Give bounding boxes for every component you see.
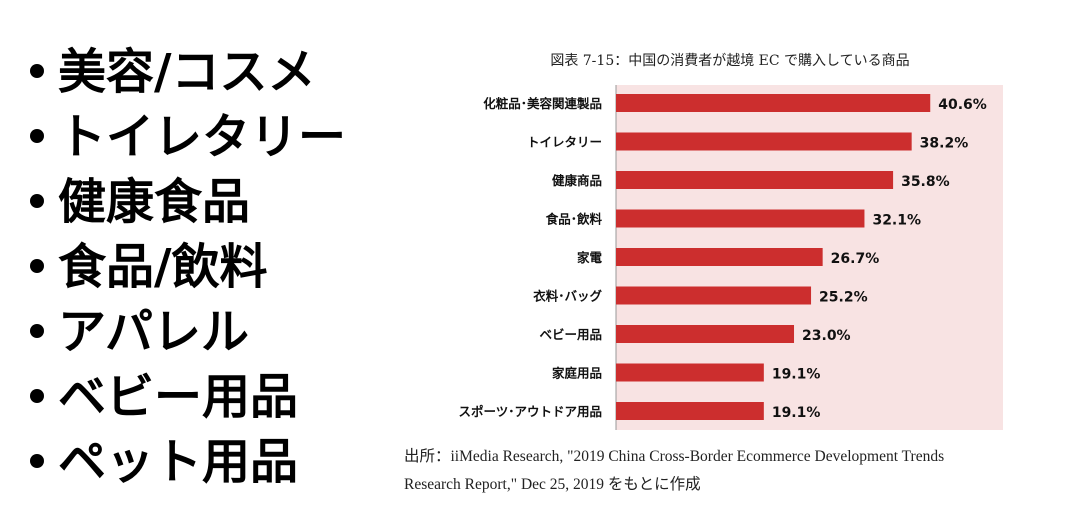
bullet-icon — [30, 389, 44, 403]
bar — [616, 248, 823, 266]
category-label: ベビー用品 — [539, 327, 602, 342]
bar — [616, 94, 931, 112]
bullet-text: トイレタリー — [58, 109, 347, 165]
bullet-text: 美容/コスメ — [58, 44, 316, 100]
bar — [616, 209, 865, 228]
bar — [616, 171, 894, 189]
bullet-text: 健康食品 — [58, 174, 251, 230]
bullet-icon — [30, 129, 44, 143]
bullet-list: 美容/コスメ トイレタリー 健康食品 食品/飲料 アパレル ベビー用品 ペット用… — [30, 40, 346, 495]
bar — [616, 363, 764, 382]
bullet-text: アパレル — [58, 304, 250, 360]
source-note: 出所：iiMedia Research, "2019 China Cross-B… — [404, 443, 1064, 499]
bullet-item: ベビー用品 — [30, 365, 346, 430]
category-label: 家電 — [577, 250, 603, 265]
bullet-text: ベビー用品 — [58, 369, 299, 425]
data-label: 25.2% — [819, 290, 868, 306]
data-label: 23.0% — [802, 328, 851, 344]
bullet-text: 食品/飲料 — [58, 239, 268, 295]
bullet-text: ペット用品 — [58, 434, 299, 490]
category-label: 衣料･バッグ — [533, 289, 602, 304]
data-label: 19.1% — [772, 405, 821, 421]
category-label: 食品･飲料 — [545, 212, 603, 227]
data-label: 32.1% — [872, 213, 921, 229]
bar — [616, 132, 912, 151]
bar — [616, 402, 764, 420]
data-label: 40.6% — [938, 97, 987, 113]
data-label: 35.8% — [901, 174, 950, 190]
bullet-item: トイレタリー — [30, 105, 346, 170]
bullet-item: 食品/飲料 — [30, 235, 346, 300]
bullet-icon — [30, 324, 44, 338]
category-label: 健康商品 — [552, 173, 602, 188]
bar — [616, 286, 812, 305]
bullet-icon — [30, 259, 44, 273]
bar — [616, 325, 795, 343]
data-label: 26.7% — [831, 251, 880, 267]
category-label: 家庭用品 — [552, 366, 602, 381]
bullet-icon — [30, 454, 44, 468]
bullet-item: 美容/コスメ — [30, 40, 346, 105]
category-label: スポーツ･アウトドア用品 — [458, 404, 602, 419]
data-label: 38.2% — [920, 136, 969, 152]
source-line-2: Research Report," Dec 25, 2019 をもとに作成 — [404, 476, 701, 493]
data-label: 19.1% — [772, 367, 821, 383]
bullet-item: ペット用品 — [30, 430, 346, 495]
bullet-item: 健康食品 — [30, 170, 346, 235]
category-label: トイレタリー — [527, 135, 602, 150]
source-line-1: 出所：iiMedia Research, "2019 China Cross-B… — [404, 448, 945, 465]
category-label: 化粧品･美容関連製品 — [483, 96, 602, 111]
bullet-icon — [30, 64, 44, 78]
bullet-item: アパレル — [30, 300, 346, 365]
chart-title: 図表 7-15：中国の消費者が越境 EC で購入している商品 — [550, 53, 910, 69]
bullet-icon — [30, 194, 44, 208]
